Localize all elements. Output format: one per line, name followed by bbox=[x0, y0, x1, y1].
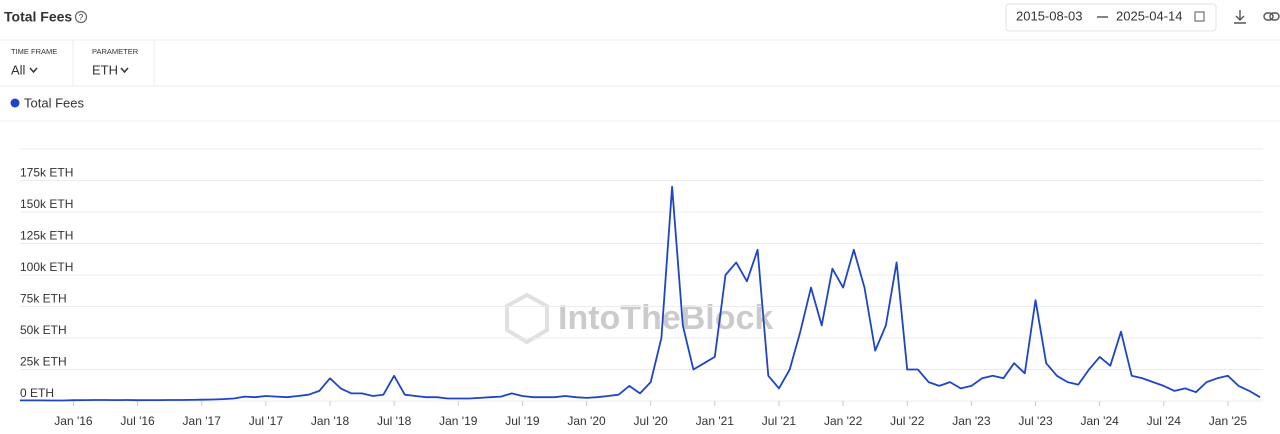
x-tick-label: Jan '25 bbox=[1209, 414, 1248, 428]
x-tick-label: Jan '20 bbox=[567, 414, 606, 428]
x-tick-label: Jan '24 bbox=[1080, 414, 1119, 428]
calendar-icon[interactable] bbox=[1194, 11, 1205, 22]
x-tick-label: Jan '19 bbox=[439, 414, 478, 428]
svg-text:?: ? bbox=[79, 13, 84, 22]
x-tick-label: Jul '16 bbox=[120, 414, 155, 428]
x-tick-label: Jan '17 bbox=[183, 414, 222, 428]
page-title: Total Fees bbox=[4, 9, 72, 25]
x-tick-label: Jul '22 bbox=[890, 414, 925, 428]
legend-marker bbox=[10, 98, 20, 108]
x-tick-label: Jul '18 bbox=[377, 414, 412, 428]
y-tick-label: 150k ETH bbox=[20, 197, 73, 211]
x-tick-label: Jul '23 bbox=[1018, 414, 1053, 428]
x-tick-label: Jul '17 bbox=[249, 414, 284, 428]
x-tick-label: Jul '24 bbox=[1147, 414, 1182, 428]
x-tick-label: Jan '18 bbox=[311, 414, 350, 428]
watermark-text: IntoTheBlock bbox=[558, 299, 773, 337]
date-range[interactable] bbox=[1005, 3, 1217, 32]
series-line bbox=[20, 185, 1261, 402]
x-tick-label: Jan '21 bbox=[696, 414, 735, 428]
x-tick-label: Jan '16 bbox=[54, 414, 93, 428]
x-tick-label: Jul '21 bbox=[762, 414, 797, 428]
filter-value[interactable]: ETH bbox=[92, 62, 118, 77]
y-tick-label: 125k ETH bbox=[20, 229, 73, 243]
legend-label[interactable]: Total Fees bbox=[24, 95, 84, 110]
filter[interactable]: TIME FRAME All bbox=[11, 47, 57, 77]
date-to[interactable]: 2025-04-14 bbox=[1116, 8, 1183, 23]
watermark: IntoTheBlock bbox=[505, 292, 773, 345]
download-icon[interactable] bbox=[1234, 10, 1246, 24]
y-tick-label: 100k ETH bbox=[20, 260, 73, 274]
y-tick-label: 50k ETH bbox=[20, 323, 67, 337]
x-tick-label: Jul '20 bbox=[634, 414, 669, 428]
link-icon[interactable] bbox=[1263, 12, 1280, 21]
filter[interactable]: PARAMETER ETH bbox=[92, 47, 139, 77]
help-icon[interactable]: ? bbox=[74, 10, 88, 24]
x-tick-label: Jan '22 bbox=[824, 414, 863, 428]
filter-label: TIME FRAME bbox=[11, 47, 57, 56]
y-tick-label: 175k ETH bbox=[20, 166, 73, 180]
x-tick-label: Jan '23 bbox=[952, 414, 991, 428]
y-tick-label: 75k ETH bbox=[20, 292, 67, 306]
y-tick-label: 25k ETH bbox=[20, 355, 67, 369]
filter-label: PARAMETER bbox=[92, 47, 139, 56]
y-tick-label: 0 ETH bbox=[20, 386, 54, 400]
x-tick-label: Jul '19 bbox=[505, 414, 540, 428]
date-from[interactable]: 2015-08-03 bbox=[1016, 8, 1083, 23]
filter-value[interactable]: All bbox=[11, 62, 26, 77]
